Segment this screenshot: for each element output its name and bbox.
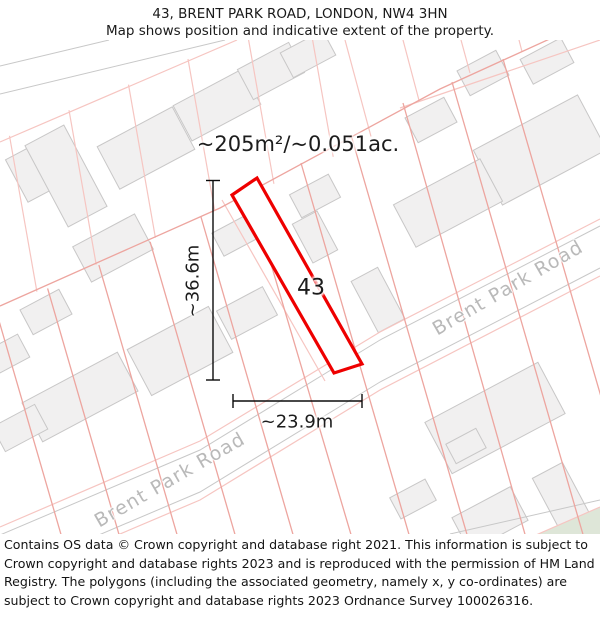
map-header: 43, BRENT PARK ROAD, LONDON, NW4 3HN Map… xyxy=(0,0,600,40)
map-canvas: ~205m²/~0.051ac. 43 ~36.6m ~23.9m Brent … xyxy=(0,40,600,534)
map-graphics xyxy=(0,40,600,534)
plot-number-label: 43 xyxy=(297,275,325,301)
dimension-lines xyxy=(206,179,363,408)
property-outline xyxy=(229,175,365,375)
area-label: ~205m²/~0.051ac. xyxy=(196,132,400,156)
page-subtitle: Map shows position and indicative extent… xyxy=(105,23,495,39)
copyright-notice: Contains OS data © Crown copyright and d… xyxy=(0,536,600,611)
width-dimension-label: ~23.9m xyxy=(260,411,334,433)
page-title: 43, BRENT PARK ROAD, LONDON, NW4 3HN xyxy=(152,6,448,22)
parcel-lines xyxy=(0,40,600,534)
building-footprints xyxy=(0,40,600,534)
height-dimension-label: ~36.6m xyxy=(182,244,204,318)
